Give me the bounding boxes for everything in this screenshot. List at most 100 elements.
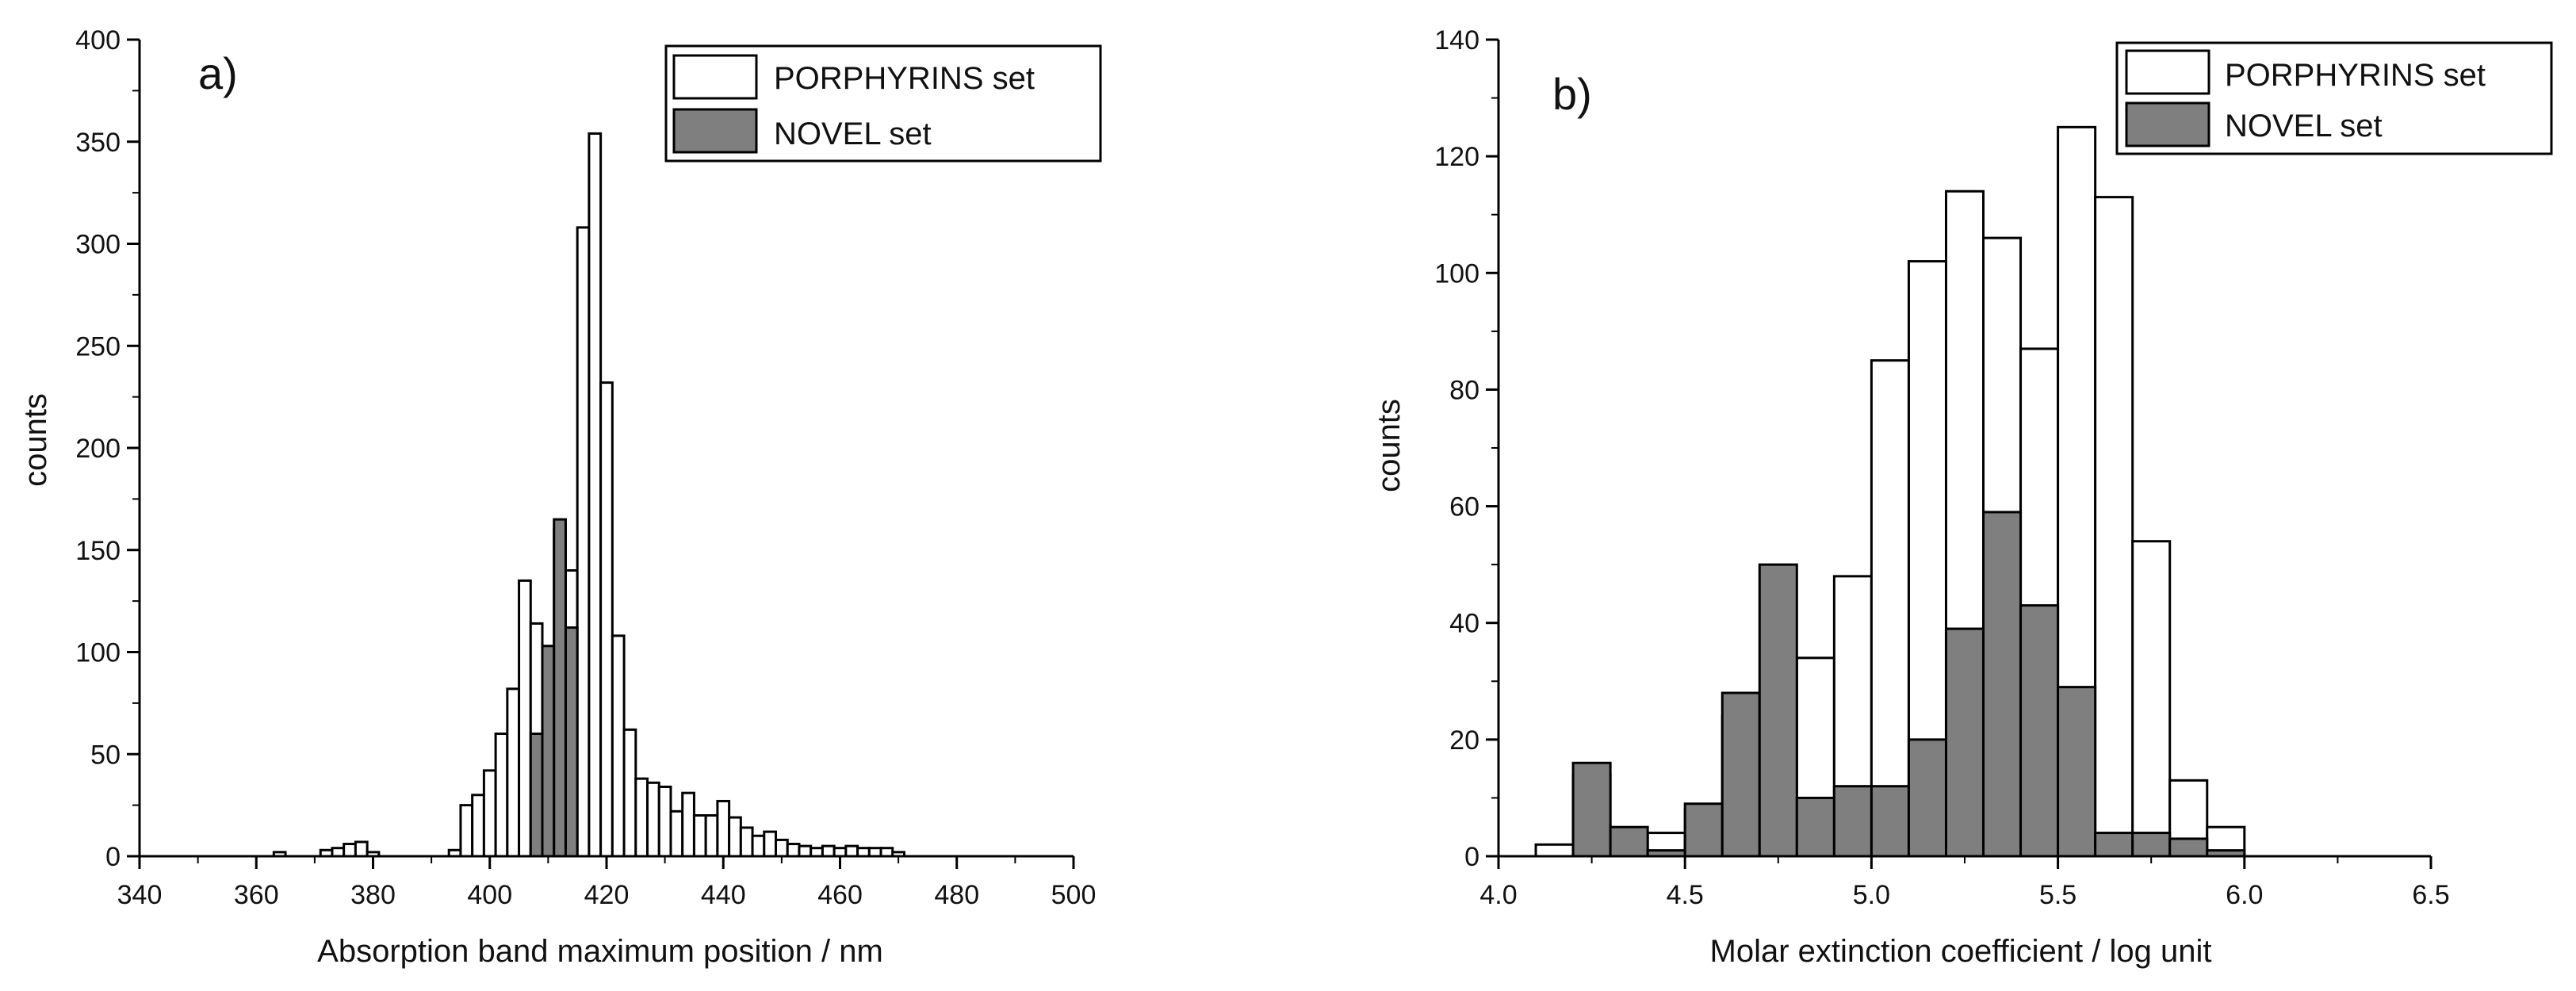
panel-a-porphyrins-bar xyxy=(728,816,742,858)
panel-a-legend-label-porphyrins: PORPHYRINS set xyxy=(774,61,1035,96)
panel-a-x-tick-label: 480 xyxy=(934,880,979,910)
panel-a-x-tick-label: 500 xyxy=(1051,880,1097,910)
panel-a-porphyrins-bar xyxy=(844,844,859,858)
panel-a-porphyrins-bar xyxy=(704,814,719,858)
panel-a-y-ticks: 0 50 100 150 200 250 300 350 400 xyxy=(75,25,140,872)
panel-a-porphyrins-bar xyxy=(763,830,778,858)
panel-a-y-tick-label: 250 xyxy=(75,331,121,362)
panel-b-novel-bar xyxy=(1721,691,1761,858)
panel-b-y-tick-label: 20 xyxy=(1449,725,1479,756)
panel-a-legend: PORPHYRINS set NOVEL set xyxy=(664,44,1102,163)
panel-a-porphyrins-bar xyxy=(343,843,357,858)
panel-a-porphyrins-bar xyxy=(810,847,824,858)
panel-a-x-tick-label: 380 xyxy=(350,880,396,910)
panel-a-x-tick-label: 440 xyxy=(701,880,746,910)
panel-a-y-tick-label: 300 xyxy=(75,230,121,260)
panel-a-x-tick-label: 360 xyxy=(234,880,279,910)
panel-a-novel-bar xyxy=(529,733,544,858)
panel-a-porphyrins-bar xyxy=(599,381,614,858)
panel-b-novel-bar xyxy=(1832,785,1873,858)
panel-b-y-tick-label: 40 xyxy=(1449,609,1479,639)
panel-a-porphyrins-bar xyxy=(447,848,462,858)
panel-a-porphyrins-bar xyxy=(272,851,287,858)
panel-b-x-tick-label: 5.5 xyxy=(2039,880,2076,910)
panel-b-y-tick-label: 0 xyxy=(1464,842,1479,872)
panel-a-label: a) xyxy=(198,48,238,98)
panel-b-novel-bar xyxy=(1795,796,1835,858)
panel-a-novel-bar xyxy=(553,518,567,858)
panel-a-y-tick-label: 50 xyxy=(90,740,121,770)
panel-a-y-tick-label: 350 xyxy=(75,128,121,158)
panel-a-porphyrins-bar xyxy=(657,785,672,858)
panel-b-novel-bar xyxy=(2168,837,2209,858)
panel-a-porphyrins-bar xyxy=(867,847,882,858)
panel-a-x-axis-label: Absorption band maximum position / nm xyxy=(317,934,883,969)
panel-b-novel-bar xyxy=(2057,686,2097,858)
panel-b-novel-bar xyxy=(1870,785,1910,858)
panel-b-x-tick-label: 6.0 xyxy=(2226,880,2263,910)
panel-a: 340 360 380 400 420 440 460 480 500 0 50 100 150 200… xyxy=(18,25,1102,969)
panel-a-porphyrins-bar xyxy=(646,781,660,858)
panel-a-porphyrins-bar xyxy=(833,847,848,858)
panel-b-y-tick-label: 80 xyxy=(1449,375,1479,405)
panel-a-legend-swatch-porphyrins xyxy=(672,54,758,100)
panel-b-novel-bar xyxy=(2131,832,2172,858)
panel-b-y-tick-label: 120 xyxy=(1434,142,1479,172)
panel-a-y-axis-label: counts xyxy=(18,393,53,487)
panel-a-porphyrins-bar xyxy=(775,838,789,858)
panel-b-x-tick-label: 5.0 xyxy=(1853,880,1890,910)
panel-a-porphyrins-bar xyxy=(751,834,766,858)
panel-b-legend-swatch-porphyrins xyxy=(2125,49,2210,95)
panel-a-porphyrins-bar xyxy=(891,851,905,858)
panel-a-porphyrins-bar xyxy=(669,809,684,858)
panel-a-x-ticks: 340 360 380 400 420 440 460 480 500 xyxy=(117,856,1097,910)
panel-a-porphyrins-bars xyxy=(272,132,905,858)
panel-b-y-axis-label: counts xyxy=(1372,399,1407,492)
panel-a-porphyrins-bar xyxy=(354,840,369,858)
panel-a-legend-swatch-novel xyxy=(672,108,758,154)
panel-b-y-tick-label: 140 xyxy=(1434,25,1479,55)
panel-b-novel-bars xyxy=(1571,511,2246,858)
panel-a-porphyrins-bar xyxy=(611,634,626,858)
panel-a-x-tick-label: 400 xyxy=(467,880,512,910)
panel-b-x-tick-label: 6.5 xyxy=(2412,880,2449,910)
panel-b-novel-bar xyxy=(1758,563,1798,858)
panel-b-novel-bar xyxy=(1571,761,1612,858)
panel-b: 4.0 4.5 5.0 5.5 6.0 6.5 0 20 40 60 80 100 120 140 b)… xyxy=(1372,25,2553,969)
panel-a-y-tick-label: 150 xyxy=(75,536,121,566)
panel-a-novel-bar xyxy=(541,645,556,858)
panel-a-porphyrins-bar xyxy=(716,799,731,858)
panel-a-porphyrins-bar xyxy=(506,687,521,858)
panel-b-legend: PORPHYRINS set NOVEL set xyxy=(2115,41,2553,155)
panel-b-x-axis-label: Molar extinction coefficient / log unit xyxy=(1710,934,2212,969)
panel-b-novel-bar xyxy=(1944,627,1985,858)
panel-a-porphyrins-bar xyxy=(856,847,871,858)
panel-b-x-ticks: 4.0 4.5 5.0 5.5 6.0 6.5 xyxy=(1479,856,2450,910)
panel-b-novel-bar xyxy=(1907,738,1947,858)
panel-a-legend-label-novel: NOVEL set xyxy=(774,117,932,151)
panel-a-porphyrins-bar xyxy=(588,132,603,858)
panel-a-porphyrins-bar xyxy=(576,226,591,858)
panel-a-porphyrins-bar xyxy=(739,826,754,858)
panel-a-x-tick-label: 460 xyxy=(817,880,863,910)
panel-b-porphyrins-bar xyxy=(2094,196,2134,858)
panel-a-porphyrins-bar xyxy=(634,777,649,858)
panel-a-novel-bars xyxy=(529,518,579,858)
panel-a-porphyrins-bar xyxy=(622,728,637,858)
panel-a-porphyrins-bar xyxy=(319,848,334,858)
panel-b-legend-label-porphyrins: PORPHYRINS set xyxy=(2225,58,2486,93)
panel-a-x-tick-label: 340 xyxy=(117,880,163,910)
panel-a-porphyrins-bar xyxy=(366,851,381,858)
panel-a-porphyrins-bar xyxy=(821,844,836,858)
panel-a-porphyrins-bar xyxy=(879,847,894,858)
panel-b-novel-bar xyxy=(1982,511,2023,858)
panel-b-novel-bar xyxy=(2019,604,2060,858)
panel-b-legend-label-novel: NOVEL set xyxy=(2225,109,2383,143)
panel-b-x-tick-label: 4.0 xyxy=(1479,880,1517,910)
panel-a-y-tick-label: 0 xyxy=(105,842,121,872)
panel-b-porphyrins-bar xyxy=(1534,843,1575,858)
panel-a-porphyrins-bar xyxy=(459,804,474,858)
panel-a-porphyrins-bar xyxy=(681,791,695,858)
panel-b-porphyrins-bar xyxy=(1870,359,1910,858)
panel-b-label: b) xyxy=(1552,69,1592,119)
